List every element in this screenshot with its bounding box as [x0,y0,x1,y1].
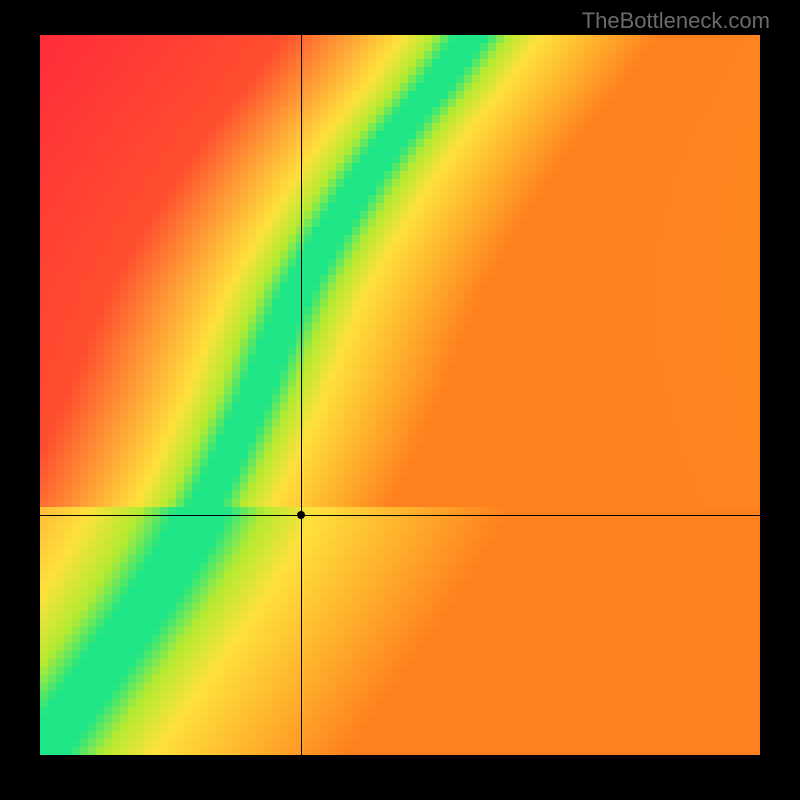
crosshair-vertical [301,35,302,755]
crosshair-horizontal [40,515,760,516]
watermark-text: TheBottleneck.com [582,8,770,34]
heatmap-plot [40,35,760,755]
heatmap-canvas [40,35,760,755]
data-point-marker [297,511,305,519]
